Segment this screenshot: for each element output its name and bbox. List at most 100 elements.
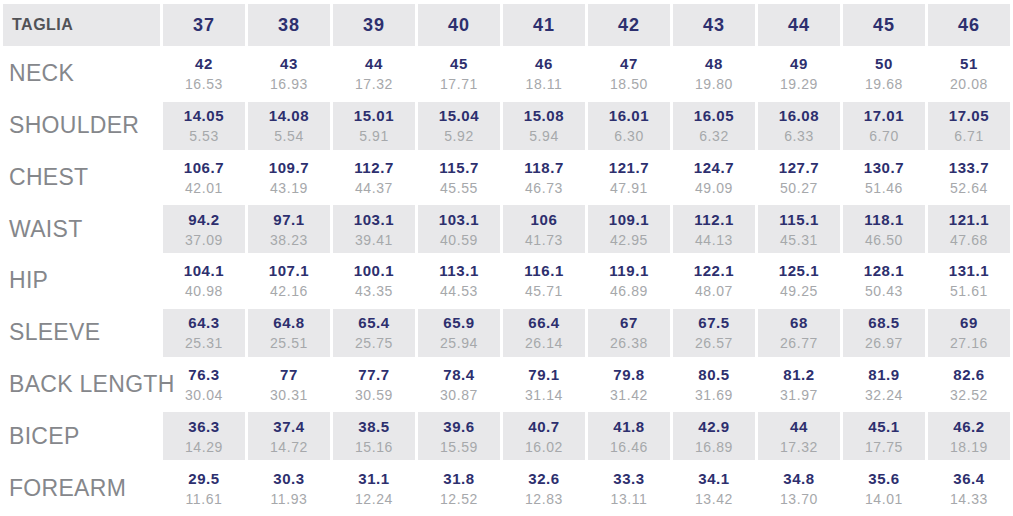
value-cm: 127.7: [758, 157, 840, 178]
value-cm: 31.8: [418, 468, 500, 489]
value-cm: 67: [588, 312, 670, 333]
size-chart-body: NECK4216.534316.934417.324517.714618.114…: [3, 50, 1010, 512]
measurement-cell: 38.515.16: [333, 412, 415, 460]
value-cm: 77: [248, 364, 330, 385]
value-cm: 78.4: [418, 364, 500, 385]
measurement-cell: 104.140.98: [163, 257, 245, 305]
value-cm: 94.2: [163, 209, 245, 230]
value-inch: 25.94: [418, 333, 500, 353]
value-cm: 130.7: [843, 157, 925, 178]
value-inch: 17.32: [333, 74, 415, 94]
measurement-cell: 4618.11: [503, 50, 585, 98]
measurement-cell: 128.150.43: [843, 257, 925, 305]
value-cm: 118.7: [503, 157, 585, 178]
measurement-cell: 15.085.94: [503, 102, 585, 150]
value-inch: 6.30: [588, 126, 670, 146]
value-inch: 5.53: [163, 126, 245, 146]
row-label: WAIST: [3, 205, 160, 253]
value-inch: 15.59: [418, 437, 500, 457]
value-cm: 14.05: [163, 105, 245, 126]
value-inch: 12.24: [333, 489, 415, 509]
measurement-cell: 103.139.41: [333, 205, 415, 253]
measurement-cell: 41.816.46: [588, 412, 670, 460]
measurement-cell: 109.142.95: [588, 205, 670, 253]
table-row: SHOULDER14.055.5314.085.5415.015.9115.04…: [3, 102, 1010, 150]
value-cm: 121.1: [928, 209, 1010, 230]
value-inch: 17.75: [843, 437, 925, 457]
measurement-cell: 76.330.04: [163, 361, 245, 409]
value-inch: 46.50: [843, 230, 925, 250]
value-inch: 26.14: [503, 333, 585, 353]
measurement-cell: 16.086.33: [758, 102, 840, 150]
value-cm: 77.7: [333, 364, 415, 385]
measurement-cell: 119.146.89: [588, 257, 670, 305]
value-inch: 51.46: [843, 178, 925, 198]
value-inch: 46.73: [503, 178, 585, 198]
value-cm: 112.7: [333, 157, 415, 178]
table-row: BACK LENGTH76.330.047730.3177.730.5978.4…: [3, 361, 1010, 409]
value-inch: 52.64: [928, 178, 1010, 198]
measurement-cell: 6927.16: [928, 309, 1010, 357]
value-inch: 32.24: [843, 385, 925, 405]
value-inch: 17.71: [418, 74, 500, 94]
measurement-cell: 32.612.83: [503, 464, 585, 512]
value-cm: 125.1: [758, 260, 840, 281]
value-cm: 15.01: [333, 105, 415, 126]
value-inch: 42.01: [163, 178, 245, 198]
value-inch: 16.89: [673, 437, 755, 457]
measurement-cell: 4316.93: [248, 50, 330, 98]
value-cm: 47: [588, 53, 670, 74]
value-inch: 31.14: [503, 385, 585, 405]
measurement-cell: 121.747.91: [588, 154, 670, 202]
measurement-cell: 17.056.71: [928, 102, 1010, 150]
measurement-cell: 100.143.35: [333, 257, 415, 305]
size-column-header: 40: [418, 4, 500, 46]
value-cm: 41.8: [588, 416, 670, 437]
measurement-cell: 79.131.14: [503, 361, 585, 409]
value-inch: 40.98: [163, 281, 245, 301]
value-inch: 13.42: [673, 489, 755, 509]
table-row: HIP104.140.98107.142.16100.143.35113.144…: [3, 257, 1010, 305]
value-cm: 34.8: [758, 468, 840, 489]
value-cm: 65.9: [418, 312, 500, 333]
value-inch: 17.32: [758, 437, 840, 457]
value-inch: 40.59: [418, 230, 500, 250]
value-cm: 42.9: [673, 416, 755, 437]
value-cm: 64.8: [248, 312, 330, 333]
measurement-cell: 17.016.70: [843, 102, 925, 150]
value-cm: 48: [673, 53, 755, 74]
value-inch: 43.19: [248, 178, 330, 198]
measurement-cell: 4919.29: [758, 50, 840, 98]
measurement-cell: 77.730.59: [333, 361, 415, 409]
size-column-header: 44: [758, 4, 840, 46]
measurement-cell: 124.749.09: [673, 154, 755, 202]
value-cm: 32.6: [503, 468, 585, 489]
value-inch: 18.19: [928, 437, 1010, 457]
value-cm: 107.1: [248, 260, 330, 281]
measurement-cell: 30.311.93: [248, 464, 330, 512]
measurement-cell: 36.314.29: [163, 412, 245, 460]
measurement-cell: 10641.73: [503, 205, 585, 253]
value-inch: 18.50: [588, 74, 670, 94]
measurement-cell: 78.430.87: [418, 361, 500, 409]
value-cm: 68: [758, 312, 840, 333]
value-cm: 79.8: [588, 364, 670, 385]
value-inch: 13.11: [588, 489, 670, 509]
measurement-cell: 64.825.51: [248, 309, 330, 357]
measurement-cell: 4417.32: [333, 50, 415, 98]
value-cm: 31.1: [333, 468, 415, 489]
value-cm: 68.5: [843, 312, 925, 333]
measurement-cell: 103.140.59: [418, 205, 500, 253]
value-cm: 36.3: [163, 416, 245, 437]
value-cm: 37.4: [248, 416, 330, 437]
measurement-cell: 112.144.13: [673, 205, 755, 253]
value-cm: 122.1: [673, 260, 755, 281]
value-cm: 103.1: [418, 209, 500, 230]
measurement-cell: 64.325.31: [163, 309, 245, 357]
measurement-cell: 94.237.09: [163, 205, 245, 253]
size-column-header: 41: [503, 4, 585, 46]
measurement-cell: 65.925.94: [418, 309, 500, 357]
value-cm: 46.2: [928, 416, 1010, 437]
row-label: BACK LENGTH: [3, 361, 160, 409]
value-cm: 35.6: [843, 468, 925, 489]
